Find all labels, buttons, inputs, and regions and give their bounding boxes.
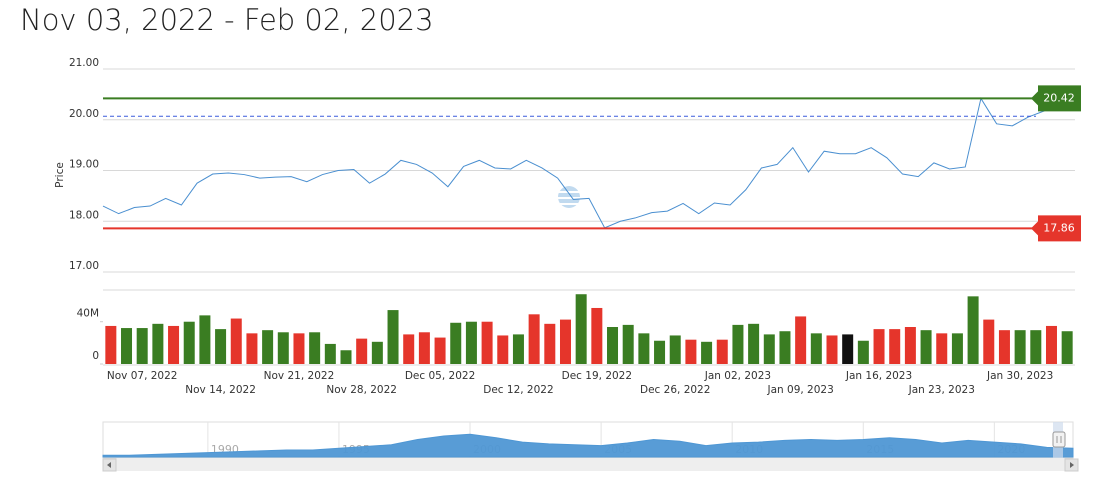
x-tick-label: Jan 23, 2023	[908, 384, 975, 396]
volume-bar	[387, 310, 399, 364]
volume-bar	[857, 340, 869, 364]
volume-bar	[732, 324, 744, 364]
volume-bar	[403, 334, 415, 364]
y-axis-title: Price	[54, 162, 66, 188]
volume-bar	[779, 331, 791, 364]
volume-bar	[183, 321, 195, 364]
volume-bar	[951, 333, 963, 364]
volume-bar	[904, 327, 916, 364]
volume-bar	[967, 296, 979, 364]
volume-bar	[701, 341, 713, 364]
price-line	[102, 97, 1060, 229]
volume-bar	[716, 339, 728, 364]
volume-bar	[559, 319, 571, 364]
volume-bar	[481, 321, 493, 364]
volume-bar	[168, 325, 180, 364]
volume-bar	[1030, 330, 1042, 364]
volume-bar	[512, 334, 524, 364]
plot-area: 17.00 18.00 19.00 20.00 21.00 20.42 17.86 0 40M N…	[69, 57, 1081, 458]
volume-bar	[575, 294, 587, 364]
x-tick-label: Jan 16, 2023	[845, 370, 912, 382]
x-tick-label: Dec 26, 2022	[640, 384, 710, 396]
volume-bar	[105, 325, 117, 364]
volume-bar	[748, 323, 760, 364]
x-tick-label: Nov 07, 2022	[107, 370, 178, 382]
volume-bar	[842, 334, 854, 364]
volume-bar	[607, 327, 619, 364]
value-badge-label: 20.42	[1043, 91, 1075, 104]
volume-bar	[1014, 330, 1026, 364]
x-tick-label: Nov 14, 2022	[185, 384, 256, 396]
volume-bar	[936, 333, 948, 364]
navigator-area	[102, 433, 1074, 458]
volume-bar	[1061, 331, 1073, 364]
volume-bar	[669, 335, 681, 364]
volume-bar	[1045, 325, 1057, 364]
scrollbar[interactable]	[103, 459, 1078, 471]
value-badge	[1031, 215, 1081, 242]
volume-bar	[371, 341, 383, 364]
y-tick-label: 19.00	[69, 159, 99, 171]
volume-bar	[638, 333, 650, 364]
volume-bar	[826, 335, 838, 364]
volume-bar	[544, 323, 556, 364]
volume-bar	[450, 322, 462, 364]
value-badge	[1031, 85, 1081, 112]
x-tick-label: Jan 09, 2023	[767, 384, 834, 396]
volume-bar	[293, 333, 305, 364]
volume-bar	[340, 350, 352, 364]
y-tick-label: 21.00	[69, 57, 99, 69]
volume-bar	[418, 332, 430, 364]
volume-bar	[277, 332, 289, 364]
x-tick-label: Nov 21, 2022	[264, 370, 335, 382]
volume-bar	[136, 328, 148, 364]
x-tick-label: Jan 30, 2023	[986, 370, 1053, 382]
volume-bar	[465, 321, 477, 364]
volume-bar	[591, 307, 603, 364]
volume-bar	[356, 338, 368, 364]
scroll-right-arrow	[1070, 462, 1074, 468]
scroll-left-arrow	[107, 462, 111, 468]
logo-watermark	[558, 186, 580, 208]
y-tick-label: 40M	[77, 308, 99, 320]
volume-bar	[528, 314, 540, 364]
volume-bar	[763, 334, 775, 364]
value-badge-label: 17.86	[1043, 221, 1075, 234]
volume-bar	[920, 330, 932, 364]
navigator-handle[interactable]	[1052, 431, 1066, 448]
volume-bar	[998, 330, 1010, 364]
y-tick-label: 17.00	[69, 260, 99, 272]
volume-bar	[230, 318, 242, 364]
volume-bar	[983, 319, 995, 364]
volume-bar	[152, 323, 164, 364]
x-tick-label: Dec 19, 2022	[562, 370, 632, 382]
volume-bar	[434, 337, 446, 364]
volume-bar	[215, 329, 227, 364]
volume-bar	[622, 324, 634, 364]
y-tick-label: 18.00	[69, 209, 99, 221]
x-tick-label: Dec 05, 2022	[405, 370, 475, 382]
volume-bar	[795, 316, 807, 364]
volume-bar	[199, 315, 211, 364]
volume-bar	[246, 333, 258, 364]
x-tick-label: Dec 12, 2022	[483, 384, 553, 396]
volume-bar	[324, 343, 336, 364]
volume-bar	[873, 329, 885, 364]
y-tick-label: 0	[92, 350, 99, 362]
volume-bar	[497, 335, 509, 364]
x-tick-label: Jan 02, 2023	[704, 370, 771, 382]
y-tick-label: 20.00	[69, 108, 99, 120]
volume-bar	[889, 329, 901, 364]
volume-bar	[810, 333, 822, 364]
volume-bar	[121, 328, 133, 364]
x-tick-label: Nov 28, 2022	[326, 384, 397, 396]
page-title: Nov 03, 2022 - Feb 02, 2023	[20, 3, 434, 37]
volume-bar	[654, 340, 666, 364]
volume-bar	[309, 332, 321, 364]
volume-bar	[685, 339, 697, 364]
volume-bar	[262, 330, 274, 364]
